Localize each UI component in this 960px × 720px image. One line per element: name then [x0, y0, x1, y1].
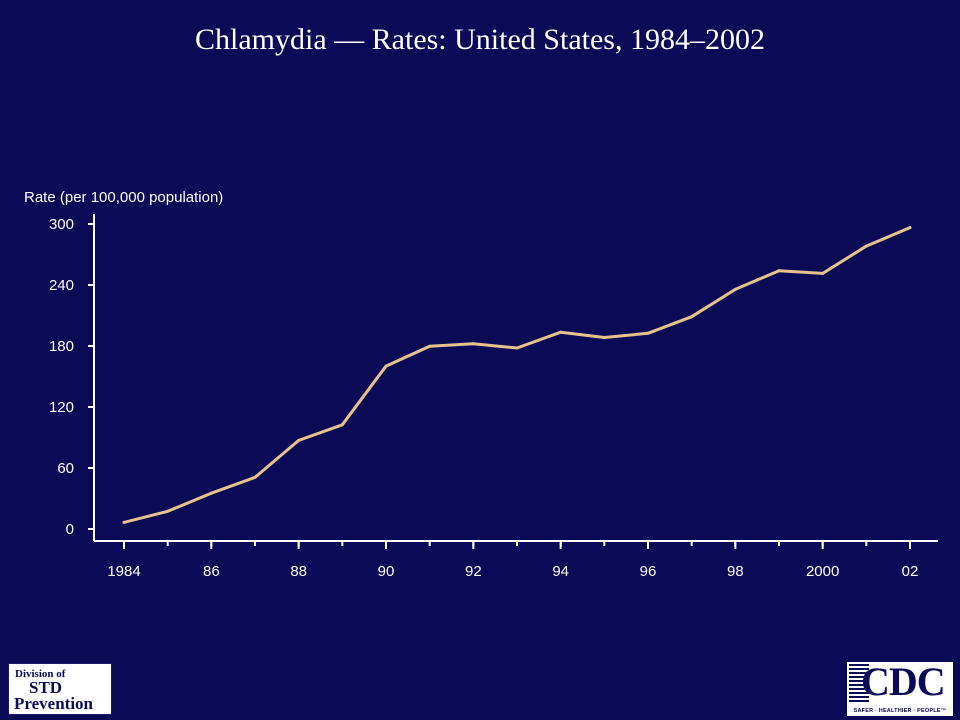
cdc-stripes-icon — [849, 664, 869, 702]
data-point — [515, 346, 519, 350]
data-point — [297, 438, 301, 442]
std-division-logo: Division of STD Prevention — [8, 663, 112, 715]
y-tick-label: 180 — [49, 338, 74, 355]
data-point — [777, 269, 781, 273]
data-point — [471, 342, 475, 346]
x-tick-label: 02 — [902, 563, 919, 580]
x-tick-label: 98 — [727, 563, 744, 580]
x-tick-label: 1984 — [107, 563, 140, 580]
x-tick-label: 2000 — [806, 563, 839, 580]
data-point — [428, 344, 432, 348]
y-tick-label: 60 — [57, 460, 74, 477]
x-tick-label: 96 — [640, 563, 657, 580]
data-point — [602, 336, 606, 339]
data-point — [646, 331, 650, 335]
data-point — [864, 244, 868, 248]
data-point — [122, 520, 126, 524]
data-point — [733, 287, 737, 291]
y-axis-label: Rate (per 100,000 population) — [24, 189, 223, 206]
x-tick-label: 90 — [378, 563, 395, 580]
slide-title: Chlamydia — Rates: United States, 1984–2… — [195, 23, 765, 56]
cdc-logo-text: CDC — [861, 662, 946, 704]
std-logo-line3: Prevention — [14, 694, 94, 713]
x-tick-label: 88 — [290, 563, 307, 580]
data-point — [821, 271, 825, 275]
y-tick-label: 240 — [49, 277, 74, 294]
y-tick-label: 120 — [49, 399, 74, 416]
series-group — [122, 226, 912, 524]
data-point — [253, 475, 257, 479]
std-logo-line1: Division of — [15, 668, 66, 680]
data-point — [559, 330, 563, 334]
y-tick-label: 0 — [66, 521, 74, 538]
std-logo-line2: STD — [29, 678, 63, 697]
rate-series-line — [122, 226, 912, 524]
data-point — [209, 491, 213, 495]
x-tick-label: 94 — [552, 563, 569, 580]
x-tick-label: 92 — [465, 563, 482, 580]
cdc-logo: CDC SAFER · HEALTHIER · PEOPLE™ — [847, 662, 953, 716]
data-point — [384, 364, 388, 368]
data-point — [340, 423, 344, 427]
y-tick-label: 300 — [49, 216, 74, 233]
data-point — [690, 315, 694, 319]
data-point — [166, 509, 170, 513]
axes: 0 60 120 180 240 300 1984 86 88 90 92 94 96 98 2000 02 — [49, 214, 938, 580]
data-point — [908, 226, 912, 230]
cdc-logo-tagline: SAFER · HEALTHIER · PEOPLE™ — [853, 708, 947, 714]
x-tick-label: 86 — [203, 563, 220, 580]
